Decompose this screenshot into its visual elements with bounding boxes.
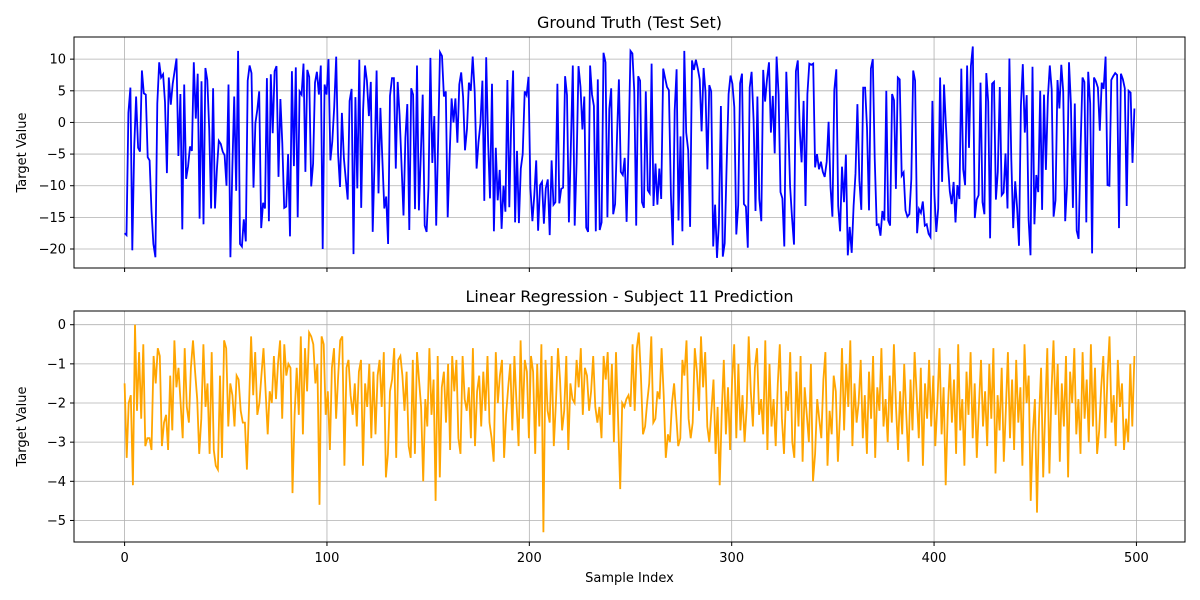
ground-truth-axes-frame bbox=[73, 36, 1186, 269]
prediction-xtick-label: 100 bbox=[315, 551, 340, 566]
prediction-ytick-label: −3 bbox=[47, 436, 66, 451]
ground-truth-ytick-label: −15 bbox=[39, 211, 66, 226]
ground-truth-xticks bbox=[124, 268, 1137, 272]
prediction-xtick-label: 400 bbox=[922, 551, 947, 566]
ground-truth-series-line bbox=[123, 46, 1136, 258]
prediction-series-line bbox=[123, 324, 1136, 533]
prediction-ytick-label: −4 bbox=[47, 475, 66, 490]
prediction-xtick-label: 0 bbox=[120, 551, 128, 566]
ground-truth-ytick-label: −10 bbox=[39, 179, 66, 194]
prediction-title: Linear Regression - Subject 11 Predictio… bbox=[465, 287, 793, 306]
ground-truth-title: Ground Truth (Test Set) bbox=[537, 13, 722, 32]
prediction-xtick-label: 300 bbox=[719, 551, 744, 566]
ground-truth-ytick-label: 5 bbox=[58, 84, 66, 99]
prediction-ytick-label: −1 bbox=[47, 357, 66, 372]
prediction-ytick-label: −5 bbox=[47, 514, 66, 529]
prediction-xtick-label: 200 bbox=[517, 551, 542, 566]
prediction-ylabel: Target Value bbox=[15, 386, 30, 467]
prediction-xtick-label: 500 bbox=[1124, 551, 1149, 566]
ground-truth-yticks: −20 −15 −10 −5 0 5 10 bbox=[39, 53, 74, 258]
prediction-grid bbox=[74, 311, 1185, 542]
ground-truth-ytick-label: −20 bbox=[39, 243, 66, 258]
prediction-yticks: −5 −4 −3 −2 −1 0 bbox=[47, 318, 74, 529]
prediction-subplot: Linear Regression - Subject 11 Predictio… bbox=[15, 287, 1186, 586]
ground-truth-ytick-label: 0 bbox=[58, 116, 66, 131]
prediction-ytick-label: −2 bbox=[47, 397, 66, 412]
ground-truth-ylabel: Target Value bbox=[15, 112, 30, 193]
prediction-ytick-label: 0 bbox=[58, 318, 66, 333]
ground-truth-subplot: Ground Truth (Test Set) Target Value −20… bbox=[15, 13, 1186, 272]
ground-truth-ytick-label: −5 bbox=[47, 148, 66, 163]
ground-truth-ytick-label: 10 bbox=[49, 53, 66, 68]
prediction-xticks: 0 100 200 300 400 500 bbox=[120, 542, 1149, 566]
prediction-xlabel: Sample Index bbox=[585, 571, 674, 586]
prediction-axes-frame bbox=[73, 310, 1186, 543]
